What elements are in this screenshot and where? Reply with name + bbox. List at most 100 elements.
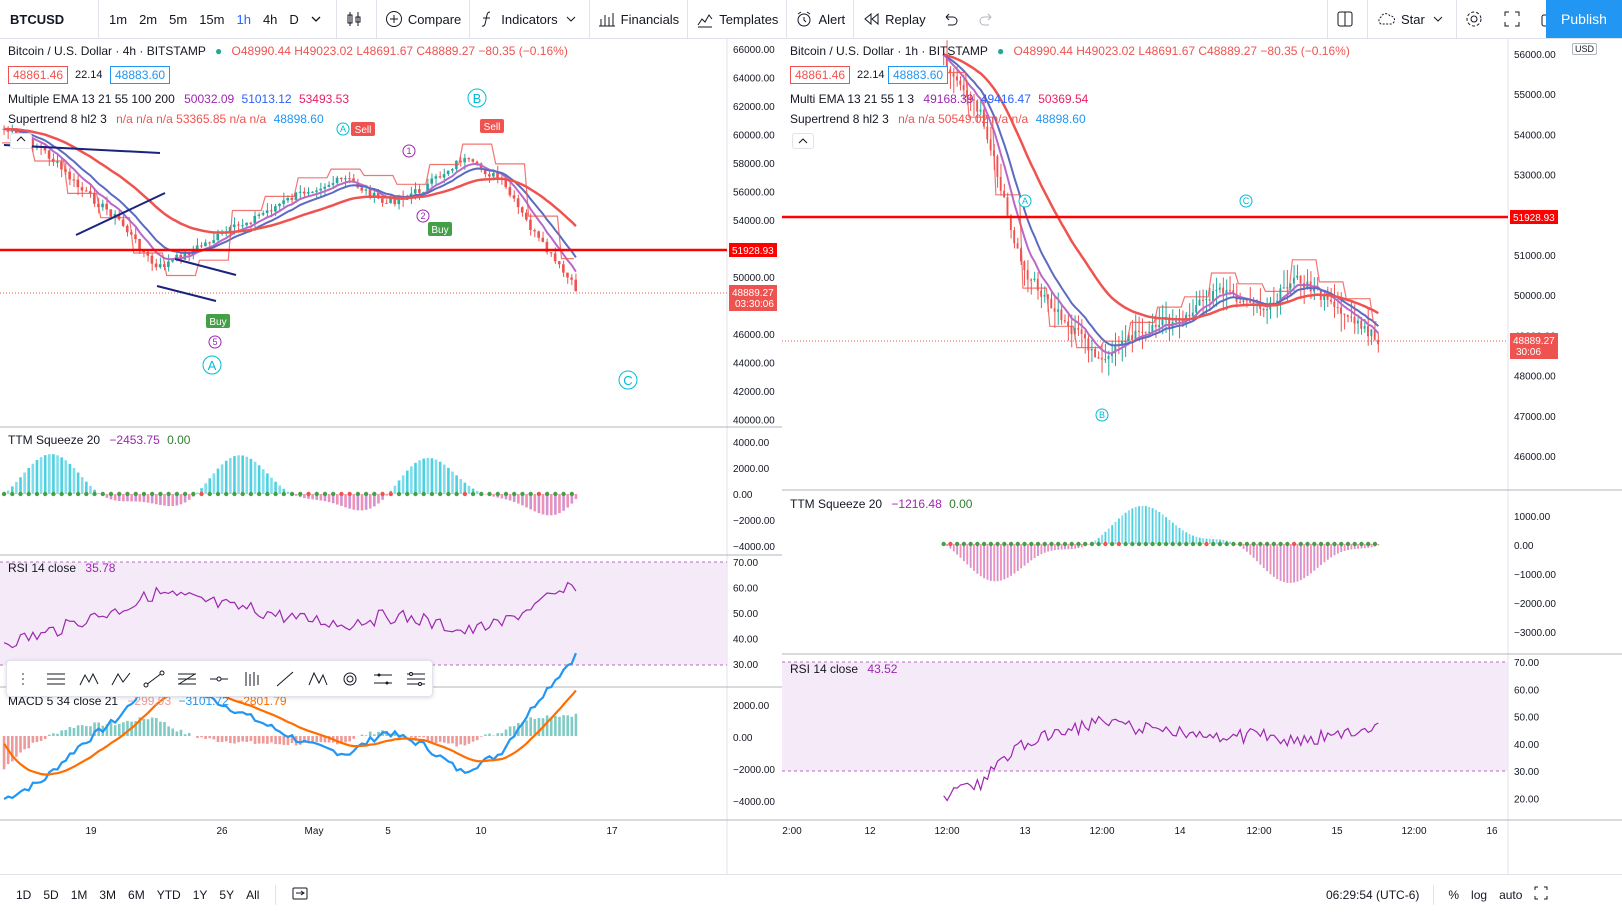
rsi-tick-label: 50.00 <box>733 609 758 620</box>
range-all[interactable]: All <box>246 887 260 902</box>
candle-body <box>426 183 429 192</box>
candle-body <box>343 178 347 180</box>
goto-date-button[interactable] <box>286 886 314 903</box>
star-button[interactable]: Star <box>1368 0 1456 38</box>
left-rsi-legend[interactable]: RSI 14 close 35.78 <box>8 561 116 575</box>
timeframe-5m[interactable]: 5m <box>169 11 188 27</box>
layout-button[interactable] <box>1328 0 1367 38</box>
trend-line-tool-icon[interactable] <box>138 670 171 688</box>
right-chart-panel[interactable]: 56000.0055000.0054000.0053000.0052000.00… <box>782 39 1622 874</box>
percent-scale-toggle[interactable]: % <box>1448 887 1460 902</box>
fib-spiral-tool-icon[interactable] <box>334 670 367 688</box>
left-symbol-legend[interactable]: Bitcoin / U.S. Dollar · 4h · BITSTAMP ● … <box>8 44 568 58</box>
left-ask-box[interactable]: 48883.60 <box>110 66 171 84</box>
timeframe-15m[interactable]: 15m <box>199 11 225 27</box>
indicators-button[interactable]: Indicators <box>470 0 588 38</box>
right-rsi-legend[interactable]: RSI 14 close 43.52 <box>790 662 898 676</box>
left-macd-legend[interactable]: MACD 5 34 close 21 −299.93 −3101.72 −280… <box>8 694 287 708</box>
horizontal-ray-tool-icon[interactable] <box>203 670 236 688</box>
candle-body <box>117 213 121 220</box>
candles-icon <box>347 12 361 26</box>
chevron-down-icon[interactable] <box>305 12 332 27</box>
range-3m[interactable]: 3M <box>99 887 117 902</box>
abc-wave-tool-icon[interactable] <box>105 670 138 688</box>
left-ema-legend[interactable]: Multiple EMA 13 21 55 100 200 50032.09 5… <box>8 92 349 106</box>
ttm-dot <box>1042 541 1047 547</box>
left-chart-panel[interactable]: 66000.00 64000.00 62000.00 60000.00 58000.00… <box>0 39 782 874</box>
ttm-dot <box>207 491 212 497</box>
scale-options-button[interactable] <box>1528 886 1554 903</box>
candle-body <box>47 150 51 159</box>
right-symbol-legend[interactable]: Bitcoin / U.S. Dollar · 1h · BITSTAMP ● … <box>790 44 1350 58</box>
timeframe-1m[interactable]: 1m <box>109 11 128 27</box>
chart-type-button[interactable] <box>337 0 376 38</box>
log-scale-toggle[interactable]: log <box>1471 887 1488 902</box>
macd-signal-line <box>3 689 577 776</box>
symbol-search[interactable]: BTCUSD <box>10 11 65 27</box>
elliott-wave-tool-icon[interactable] <box>72 670 105 688</box>
drag-handle-icon[interactable] <box>7 671 40 687</box>
candle-body <box>1188 314 1191 317</box>
candle-body <box>1238 301 1241 303</box>
ttm-dot <box>954 541 960 547</box>
replay-button[interactable]: Replay <box>854 0 933 38</box>
signal-box <box>428 222 452 236</box>
left-chart-title: Bitcoin / U.S. Dollar · 4h · BITSTAMP <box>8 44 206 58</box>
right-ttm-legend[interactable]: TTM Squeeze 20 −1216.48 0.00 <box>790 497 973 511</box>
candle-body <box>504 178 508 188</box>
collapse-legend-button[interactable] <box>792 133 814 149</box>
candle-body <box>487 174 491 177</box>
floating-drawing-toolbar[interactable] <box>6 660 433 697</box>
timeframe-4h[interactable]: 4h <box>262 11 278 27</box>
range-ytd[interactable]: YTD <box>156 887 181 902</box>
bars-pattern-tool-icon[interactable] <box>236 670 269 688</box>
range-6m[interactable]: 6M <box>128 887 145 902</box>
range-5y[interactable]: 5Y <box>219 887 235 902</box>
xabcd-pattern-tool-icon[interactable] <box>301 670 334 688</box>
undo-button[interactable] <box>934 0 971 38</box>
fib-retracement-tool-icon[interactable] <box>170 670 203 688</box>
candle-body <box>945 54 948 70</box>
redo-button[interactable] <box>971 0 1008 38</box>
range-1m[interactable]: 1M <box>70 887 88 902</box>
candle-body <box>381 198 384 203</box>
right-ask-box[interactable]: 48883.60 <box>888 66 949 84</box>
range-5d[interactable]: 5D <box>43 887 59 902</box>
timeframe-1h[interactable]: 1h <box>236 11 251 27</box>
candle-body <box>1218 287 1221 290</box>
left-ttm-legend[interactable]: TTM Squeeze 20 −2453.75 0.00 <box>8 433 191 447</box>
timezone-clock[interactable]: 06:29:54 (UTC-6) <box>1326 887 1420 902</box>
publish-button[interactable]: Publish <box>1546 0 1622 38</box>
line-tool-icon[interactable] <box>269 670 302 688</box>
auto-scale-toggle[interactable]: auto <box>1499 887 1523 902</box>
range-1d[interactable]: 1D <box>16 887 32 902</box>
settings-button[interactable] <box>1457 0 1496 38</box>
wave-marker <box>416 209 430 223</box>
range-1y[interactable]: 1Y <box>192 887 208 902</box>
ttm-dot <box>1150 541 1155 547</box>
timeframe-D[interactable]: D <box>289 11 299 27</box>
compare-button[interactable]: Compare <box>377 0 469 38</box>
left-bid-box[interactable]: 48861.46 <box>8 66 69 84</box>
right-ema-legend[interactable]: Multi EMA 13 21 55 1 3 49168.39 49416.47… <box>790 92 1089 106</box>
fullscreen-button[interactable] <box>1496 0 1533 38</box>
templates-button[interactable]: Templates <box>688 0 786 38</box>
settings-lines-tool-icon[interactable] <box>399 670 432 688</box>
left-supertrend-legend[interactable]: Supertrend 8 hl2 3 n/a n/a n/a 53365.85 … <box>8 112 324 126</box>
right-supertrend-legend[interactable]: Supertrend 8 hl2 3 n/a n/a 50549.02 n/a … <box>790 112 1086 126</box>
alert-button[interactable]: Alert <box>787 0 853 38</box>
collapse-legend-button[interactable] <box>10 133 32 149</box>
left-chart-canvas[interactable]: 66000.00 64000.00 62000.00 60000.00 58000.00… <box>0 39 782 874</box>
regression-tool-icon[interactable] <box>367 670 400 688</box>
right-bid-box[interactable]: 48861.46 <box>790 66 851 84</box>
candle-body <box>545 241 549 253</box>
right-chart-canvas[interactable]: 56000.0055000.0054000.0053000.0052000.00… <box>782 39 1622 874</box>
bottom-right-controls: 06:29:54 (UTC-6) % log auto <box>1320 884 1554 905</box>
ttm-dot <box>553 491 558 497</box>
ttm-dot <box>265 491 270 497</box>
candle-body <box>986 126 989 140</box>
horizontal-lines-tool-icon[interactable] <box>40 670 73 688</box>
timeframe-2m[interactable]: 2m <box>139 11 158 27</box>
currency-label[interactable]: USD <box>1572 43 1598 55</box>
financials-button[interactable]: Financials <box>590 0 688 38</box>
